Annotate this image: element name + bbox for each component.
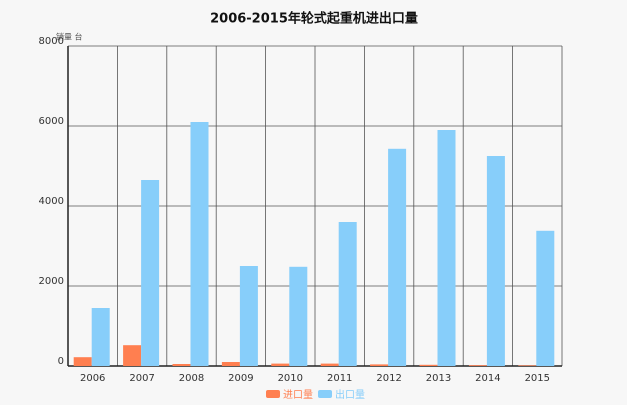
y-tick-label: 6000	[39, 116, 64, 127]
y-axis-label: 销量 台	[56, 32, 83, 42]
bar	[338, 222, 357, 366]
y-tick-label: 0	[58, 356, 64, 367]
x-tick-label: 2012	[376, 373, 401, 384]
legend-swatch	[318, 390, 332, 398]
bar	[536, 230, 555, 366]
bar	[388, 148, 407, 366]
bar	[518, 365, 537, 366]
x-tick-label: 2007	[129, 373, 154, 384]
x-tick-label: 2013	[426, 373, 451, 384]
bar	[370, 364, 389, 366]
bar	[437, 130, 456, 366]
legend-swatch	[266, 390, 280, 398]
bar	[172, 364, 191, 366]
chart-title: 2006-2015年轮式起重机进出口量	[210, 11, 418, 27]
bar	[73, 357, 92, 366]
y-tick-label: 8000	[39, 36, 64, 47]
bar	[91, 308, 110, 366]
x-tick-label: 2011	[327, 373, 352, 384]
y-tick-label: 2000	[39, 276, 64, 287]
bar	[141, 180, 160, 366]
bar	[468, 365, 487, 366]
bar	[239, 266, 258, 366]
bar	[486, 156, 505, 366]
bar	[289, 266, 308, 366]
x-tick-label: 2008	[179, 373, 204, 384]
x-tick-label: 2009	[228, 373, 253, 384]
x-tick-label: 2006	[80, 373, 105, 384]
bar	[123, 345, 142, 366]
bar	[320, 363, 339, 366]
y-tick-label: 4000	[39, 196, 64, 207]
bar	[271, 363, 290, 366]
x-tick-label: 2015	[525, 373, 550, 384]
legend-label: 出口量	[335, 388, 365, 401]
bar	[419, 364, 438, 366]
bar	[221, 362, 240, 366]
legend-label: 进口量	[283, 389, 313, 401]
x-tick-label: 2014	[475, 373, 500, 384]
bar	[190, 122, 209, 366]
x-tick-label: 2010	[278, 373, 303, 384]
